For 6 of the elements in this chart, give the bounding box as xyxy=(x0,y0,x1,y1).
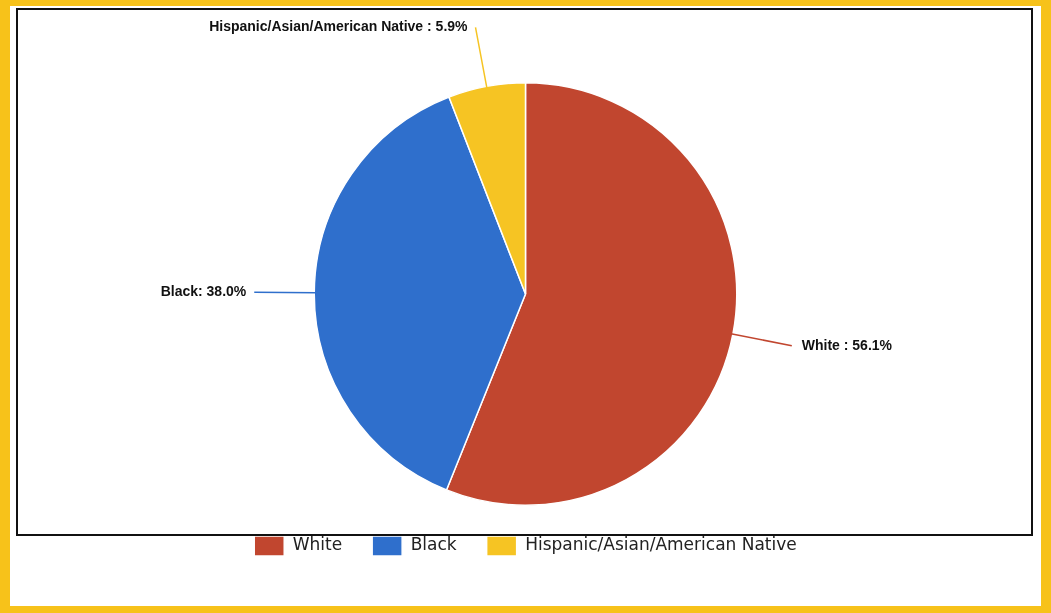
data-label: Hispanic/Asian/American Native : 5.9% xyxy=(209,18,469,35)
legend-label: Hispanic/Asian/American Native xyxy=(525,534,797,555)
data-label: White : 56.1% xyxy=(801,336,893,353)
data-label: Black: 38.0% xyxy=(160,283,247,300)
legend-label: Black xyxy=(410,534,457,555)
legend-label: White xyxy=(292,534,343,555)
